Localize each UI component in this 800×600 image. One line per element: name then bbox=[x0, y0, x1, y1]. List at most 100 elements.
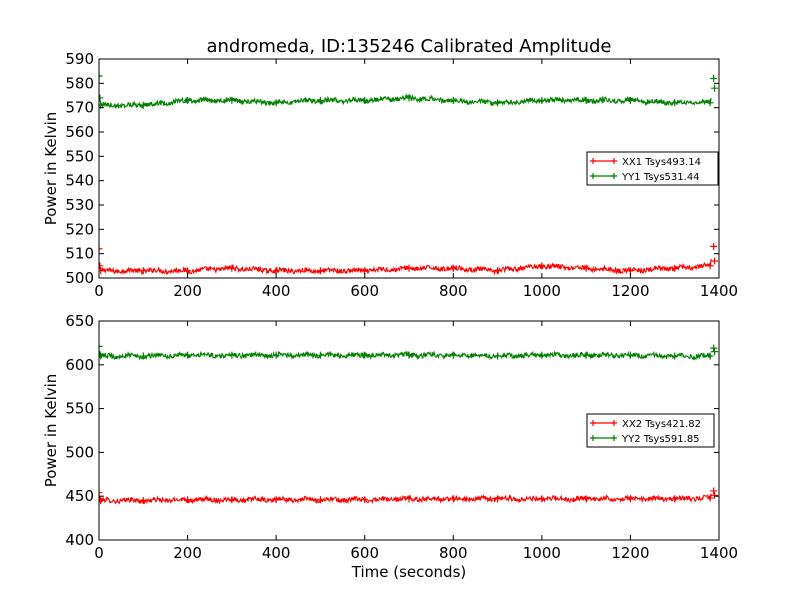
data-point bbox=[710, 344, 718, 352]
data-point bbox=[449, 96, 457, 104]
axes-frame-bottom bbox=[98, 320, 720, 541]
data-point bbox=[99, 94, 104, 102]
legend-top: XX1 Tsys493.14 YY1 Tsys531.44 bbox=[586, 151, 719, 186]
y-tick-label: 560 bbox=[65, 123, 94, 141]
plot-area-bottom bbox=[99, 342, 719, 505]
data-point bbox=[139, 267, 147, 275]
data-point bbox=[361, 351, 369, 359]
data-point bbox=[449, 351, 457, 359]
data-point bbox=[494, 495, 502, 503]
x-tick-label: 400 bbox=[262, 544, 291, 562]
panel-top: 0 200 400 600 800 1000 1200 1400 500 510 520 530 54… bbox=[42, 50, 738, 300]
data-point bbox=[626, 96, 634, 104]
data-point bbox=[99, 267, 105, 275]
series-markers-2 bbox=[99, 72, 719, 109]
data-point bbox=[538, 351, 546, 359]
data-point bbox=[184, 96, 192, 104]
data-point bbox=[671, 99, 679, 107]
axes-frame-top bbox=[98, 58, 720, 279]
x-tick-label: 200 bbox=[173, 544, 202, 562]
x-tick-label: 800 bbox=[439, 544, 468, 562]
data-point bbox=[99, 497, 105, 505]
data-point bbox=[316, 496, 324, 504]
data-point bbox=[405, 351, 413, 359]
data-point bbox=[711, 257, 719, 265]
y-ticks-top: 500 510 520 530 540 550 560 570 580 590 bbox=[65, 50, 719, 287]
x-tick-label: 600 bbox=[350, 282, 379, 300]
legend-marker bbox=[590, 420, 596, 426]
y-tick-label: 400 bbox=[65, 531, 94, 549]
data-point bbox=[99, 489, 103, 497]
data-point bbox=[361, 96, 369, 104]
data-point bbox=[228, 96, 236, 104]
data-point bbox=[184, 496, 192, 504]
series-line-2 bbox=[99, 93, 712, 109]
data-point bbox=[405, 495, 413, 503]
x-tick-label: 600 bbox=[350, 544, 379, 562]
legend-marker bbox=[590, 173, 596, 179]
y-tick-label: 590 bbox=[65, 50, 94, 68]
legend-label: YY2 Tsys591.85 bbox=[621, 434, 700, 445]
data-point bbox=[99, 245, 103, 253]
data-point bbox=[538, 96, 546, 104]
data-point bbox=[272, 351, 280, 359]
x-tick-label: 1000 bbox=[523, 282, 561, 300]
legend-marker bbox=[611, 158, 617, 164]
data-point bbox=[626, 351, 634, 359]
series-markers-2 bbox=[99, 342, 719, 360]
data-point bbox=[405, 264, 413, 272]
data-point bbox=[671, 352, 679, 360]
y-tick-label: 570 bbox=[65, 99, 94, 117]
legend-marker bbox=[611, 420, 617, 426]
y-tick-label: 500 bbox=[65, 443, 94, 461]
data-point bbox=[538, 495, 546, 503]
y-tick-label: 600 bbox=[65, 356, 94, 374]
data-point bbox=[711, 348, 719, 356]
x-tick-label: 1200 bbox=[611, 544, 649, 562]
data-point bbox=[449, 264, 457, 272]
x-tick-label: 1400 bbox=[700, 282, 738, 300]
y-tick-label: 520 bbox=[65, 220, 94, 238]
data-point bbox=[316, 267, 324, 275]
legend-marker bbox=[590, 158, 596, 164]
data-point bbox=[99, 262, 104, 270]
data-point bbox=[228, 351, 236, 359]
data-point bbox=[494, 99, 502, 107]
y-tick-label: 580 bbox=[65, 74, 94, 92]
y-ticks-bottom: 400 450 500 550 600 650 bbox=[65, 312, 719, 549]
y-tick-label: 530 bbox=[65, 196, 94, 214]
y-axis-label-bottom: Power in Kelvin bbox=[42, 374, 60, 488]
x-ticks-bottom: 0 200 400 600 800 1000 1200 1400 bbox=[94, 321, 738, 562]
x-axis-label-bottom: Time (seconds) bbox=[351, 563, 467, 581]
y-tick-label: 650 bbox=[65, 312, 94, 330]
series-line-1 bbox=[99, 493, 712, 505]
series-line-1 bbox=[99, 258, 712, 276]
data-point bbox=[139, 497, 147, 505]
data-point bbox=[582, 351, 590, 359]
data-point bbox=[272, 99, 280, 107]
data-point bbox=[626, 495, 634, 503]
x-ticks-top: 0 200 400 600 800 1000 1200 1400 bbox=[94, 59, 738, 300]
series-line-2 bbox=[99, 350, 712, 361]
legend-box bbox=[586, 151, 719, 186]
x-tick-label: 400 bbox=[262, 282, 291, 300]
chart-title: andromeda, ID:135246 Calibrated Amplitud… bbox=[206, 36, 611, 57]
data-point bbox=[228, 496, 236, 504]
data-point bbox=[449, 495, 457, 503]
data-point bbox=[710, 74, 718, 82]
data-point bbox=[710, 487, 718, 495]
data-point bbox=[671, 264, 679, 272]
y-axis-label-top: Power in Kelvin bbox=[42, 112, 60, 226]
y-tick-label: 500 bbox=[65, 269, 94, 287]
legend-label: XX2 Tsys421.82 bbox=[622, 419, 701, 430]
data-point bbox=[494, 352, 502, 360]
data-point bbox=[139, 101, 147, 109]
data-point bbox=[272, 496, 280, 504]
data-point bbox=[99, 72, 103, 80]
data-point bbox=[582, 264, 590, 272]
x-tick-label: 1200 bbox=[611, 282, 649, 300]
data-point bbox=[538, 262, 546, 270]
x-tick-label: 800 bbox=[439, 282, 468, 300]
y-tick-label: 450 bbox=[65, 487, 94, 505]
legend-label: YY1 Tsys531.44 bbox=[621, 172, 700, 183]
